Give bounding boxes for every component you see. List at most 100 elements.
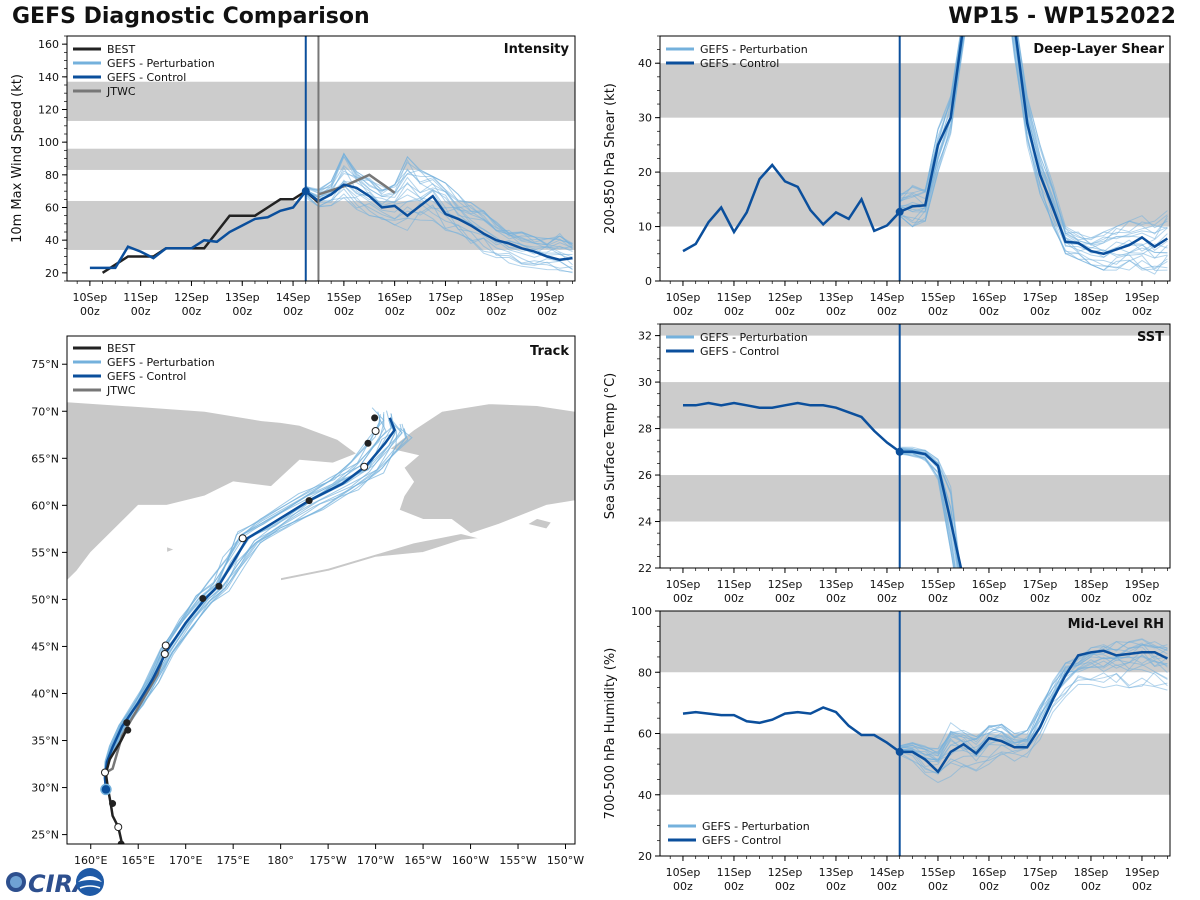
track-ytick-label: 75°N [31,358,59,371]
track-marker-closed [109,800,117,808]
intensity-ytick-label: 20 [45,267,59,280]
land-mass-3 [166,546,176,553]
track-xtick-label: 165°W [404,854,441,867]
sst-ensemble-member [899,446,961,568]
shear-xtick-label: 18Sep [1074,291,1109,304]
intensity-xtick-label-hour: 00z [182,305,202,318]
sst-xtick-label: 18Sep [1074,578,1109,591]
shear-ytick-label: 20 [638,166,652,179]
legend-label-perturbation: GEFS - Perturbation [107,356,215,369]
track-marker-closed [199,594,207,602]
intensity-xtick-label-hour: 00z [334,305,354,318]
sst-ensemble-member [899,453,955,568]
intensity-xtick-label: 18Sep [479,291,514,304]
track-marker-open [114,823,123,832]
intensity-ytick-label: 100 [38,136,59,149]
intensity-ytick-label: 140 [38,71,59,84]
track-ytick-label: 50°N [31,593,59,606]
track-ensemble-member [105,428,407,790]
svg-text:CIRA: CIRA [28,870,92,898]
legend-label-control: GEFS - Control [702,834,781,847]
track-marker-open [100,768,109,777]
sst-ytick-label: 24 [638,516,652,529]
sst-band-1 [660,382,1170,429]
intensity-series-control [89,183,573,270]
sst-ensemble-member [899,452,956,568]
track-ensemble-member [104,421,403,790]
legend-label-control: GEFS - Control [107,71,186,84]
shear-ensemble-member [899,36,1168,259]
intensity-ensemble-member [305,155,573,245]
intensity-xtick-label: 16Sep [377,291,412,304]
land-mass-2 [280,533,481,582]
intensity-xtick-label: 12Sep [174,291,209,304]
sst-ytick-label: 30 [638,376,652,389]
sst-ensemble-member [899,452,955,568]
legend-label-perturbation: GEFS - Perturbation [107,57,215,70]
shear-ensemble-member [899,36,1168,254]
sst-xtick-label-hour: 00z [826,592,846,605]
sst-xtick-label-hour: 00z [724,592,744,605]
rh-xtick-label: 11Sep [717,866,752,879]
track-xtick-label: 160°E [74,854,107,867]
rh-band-0 [660,733,1170,795]
track-frame [66,335,576,845]
track-ytick-label: 40°N [31,687,59,700]
shear-xtick-label-hour: 00z [724,305,744,318]
track-marker-closed [117,840,125,844]
sst-ensemble-member [899,449,958,568]
sst-xtick-label: 19Sep [1125,578,1160,591]
intensity-ytick-label: 120 [38,104,59,117]
intensity-xtick-label: 13Sep [225,291,260,304]
rh-ensemble-member [899,668,1168,774]
shear-xtick-label: 13Sep [819,291,854,304]
sst-xtick-label: 16Sep [972,578,1007,591]
sst-xtick-label-hour: 00z [1132,592,1152,605]
shear-plot-area [660,36,1170,275]
shear-title: Deep-Layer Shear [1033,42,1164,57]
shear-xtick-label: 17Sep [1023,291,1058,304]
track-ensemble-member [103,414,385,790]
intensity-frame [66,35,576,282]
shear-xtick-label: 10Sep [666,291,701,304]
land-mass-1 [388,403,575,535]
rh-frame [659,610,1171,857]
shear-series-control [682,36,1169,256]
track-ensemble-member [103,412,385,790]
intensity-ylabel: 10m Max Wind Speed (kt) [10,74,25,243]
intensity-xtick-label-hour: 00z [537,305,557,318]
track-ytick-label: 65°N [31,452,59,465]
sst-ensemble-member [899,448,960,568]
track-marker-open [360,462,369,471]
rh-ytick-label: 40 [638,789,652,802]
rh-ensemble-member [899,660,1168,768]
track-ensemble-member [104,413,397,790]
rh-xtick-label: 13Sep [819,866,854,879]
rh-xtick-label-hour: 00z [877,880,897,893]
track-ytick-label: 45°N [31,640,59,653]
track-ensemble-member [104,422,396,790]
sst-xtick-label: 15Sep [921,578,956,591]
shear-ylabel: 200-850 hPa Shear (kt) [603,83,618,234]
sst-xtick-label: 10Sep [666,578,701,591]
track-marker-closed [364,439,372,447]
track-marker-closed [123,719,131,727]
shear-ensemble-member [899,36,1168,265]
sst-ytick-label: 26 [638,469,652,482]
shear-xtick-label-hour: 00z [1030,305,1050,318]
intensity-band-1 [67,148,575,170]
intensity-ensemble-member [305,152,573,247]
intensity-xtick-label: 10Sep [72,291,107,304]
shear-xtick-label: 19Sep [1125,291,1160,304]
shear-xtick-label-hour: 00z [979,305,999,318]
rh-xtick-label: 15Sep [921,866,956,879]
track-ensemble-member [104,420,396,790]
track-ytick-label: 55°N [31,546,59,559]
rh-ensemble-member [899,656,1168,762]
sst-xtick-label-hour: 00z [1030,592,1050,605]
rh-xtick-label-hour: 00z [1030,880,1050,893]
intensity-xtick-label: 17Sep [428,291,463,304]
legend-label-jtwc: JTWC [106,384,136,397]
